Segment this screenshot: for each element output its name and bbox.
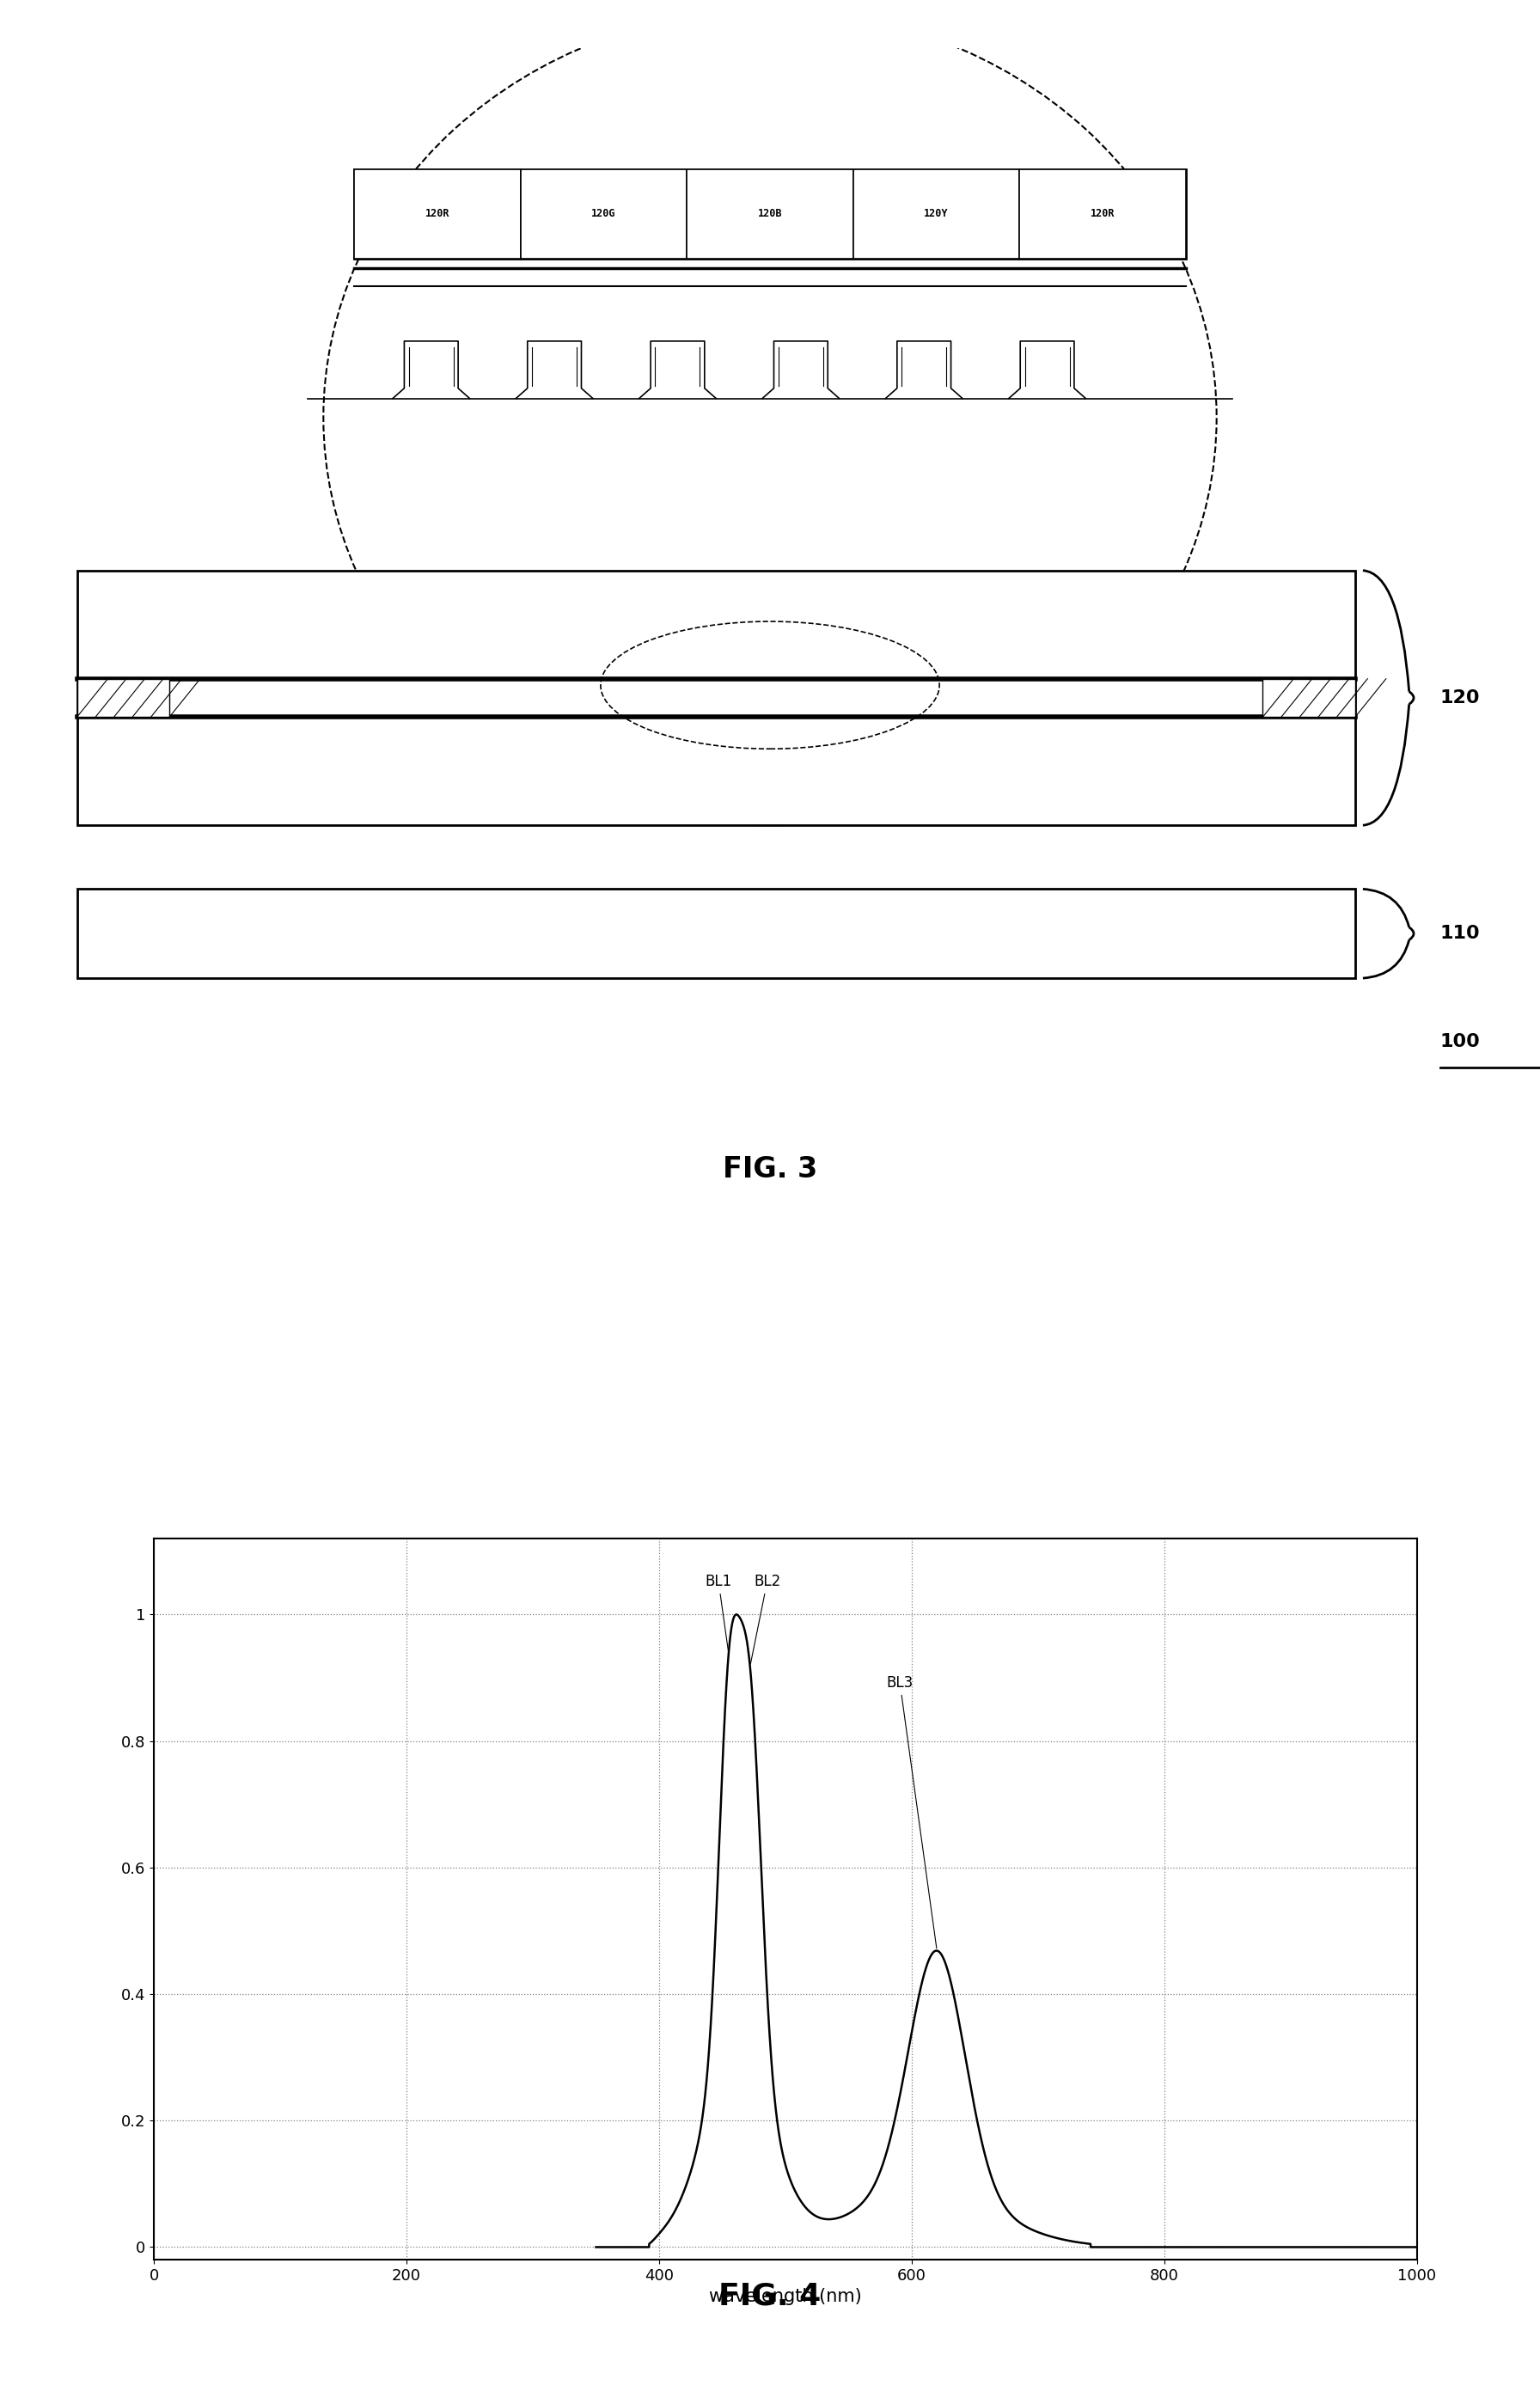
- Text: 120R: 120R: [1090, 209, 1115, 219]
- Bar: [853, 168, 1019, 257]
- Text: 120B: 120B: [758, 209, 782, 219]
- Bar: [354, 168, 1186, 257]
- Bar: [77, 570, 1355, 825]
- Text: 120: 120: [1440, 690, 1480, 707]
- Bar: [1263, 678, 1355, 716]
- Text: 110: 110: [1440, 926, 1480, 942]
- Bar: [1263, 678, 1355, 716]
- Text: 120R: 120R: [425, 209, 450, 219]
- X-axis label: wavelength (nm): wavelength (nm): [708, 2289, 862, 2305]
- Text: FIG. 4: FIG. 4: [719, 2281, 821, 2310]
- Text: 100: 100: [1440, 1034, 1480, 1051]
- Bar: [1019, 168, 1186, 257]
- Bar: [77, 678, 169, 716]
- Text: BL1: BL1: [705, 1575, 731, 1652]
- Bar: [77, 889, 1355, 978]
- Bar: [77, 678, 169, 716]
- Bar: [521, 168, 687, 257]
- Text: FIG. 3: FIG. 3: [722, 1156, 818, 1183]
- Text: 120Y: 120Y: [924, 209, 949, 219]
- Text: BL2: BL2: [750, 1575, 781, 1664]
- Text: BL3: BL3: [887, 1676, 936, 1947]
- Bar: [354, 168, 521, 257]
- Bar: [687, 168, 853, 257]
- Text: 120G: 120G: [591, 209, 616, 219]
